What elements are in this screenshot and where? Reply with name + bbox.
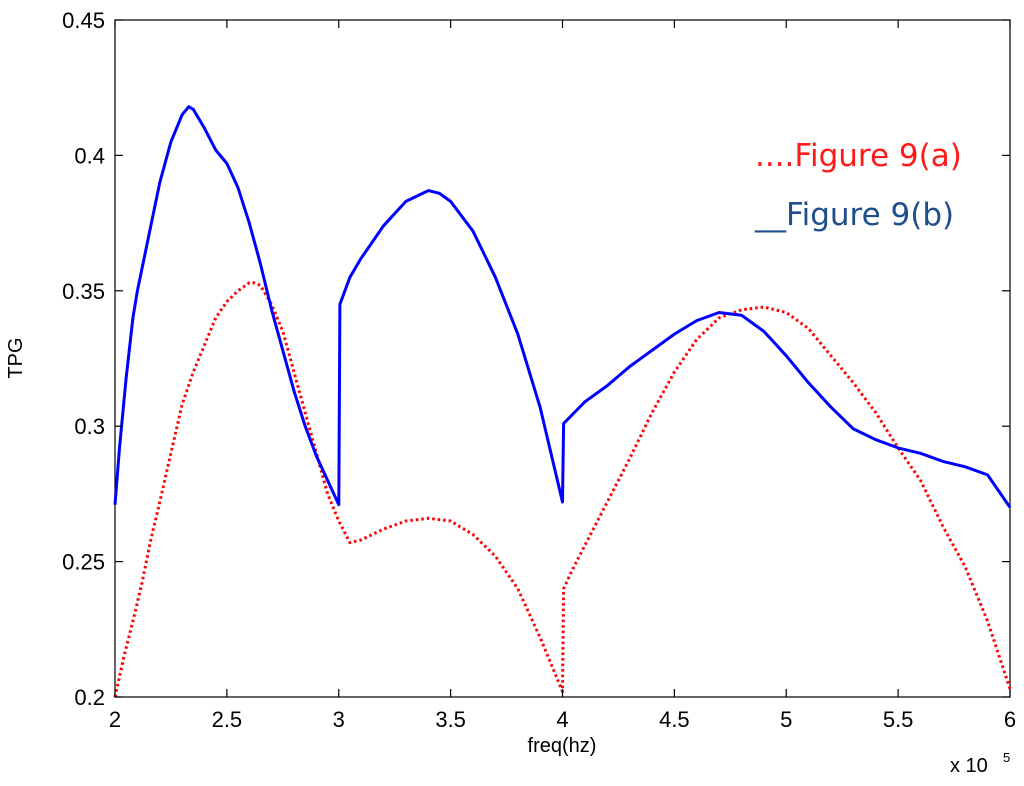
y-axis-label: TPG	[5, 337, 27, 378]
series-line-figure-9-b-	[113, 105, 1012, 509]
legend-entry-figure-9a: ....Figure 9(a)	[755, 138, 962, 174]
series-layer	[113, 105, 1012, 698]
x-tick-label: 3.5	[435, 707, 466, 732]
x-tick-label: 2	[109, 707, 121, 732]
y-axis-ticks: 0.2 0.25 0.3 0.35 0.4 0.45	[62, 8, 1010, 710]
x-tick-label: 4	[556, 707, 568, 732]
y-tick-label: 0.25	[62, 550, 105, 575]
x-tick-label: 2.5	[212, 707, 243, 732]
y-tick-label: 0.3	[74, 414, 105, 439]
x-tick-label: 4.5	[659, 707, 690, 732]
x-tick-label: 6	[1004, 707, 1016, 732]
x-axis-label: freq(hz)	[528, 735, 597, 757]
series-line-figure-9-a-	[113, 281, 1012, 698]
plot-frame	[114, 19, 1011, 698]
legend-entry-figure-9b: __Figure 9(b)	[754, 197, 954, 233]
x-axis-ticks: 2 2.5 3 3.5 4 4.5 5 5.5 6	[109, 20, 1016, 732]
x-multiplier-base: x 10	[950, 755, 988, 777]
y-tick-label: 0.45	[62, 8, 105, 33]
x-tick-label: 3	[333, 707, 345, 732]
y-tick-label: 0.2	[74, 685, 105, 710]
plot-area	[114, 19, 1011, 698]
x-tick-label: 5.5	[883, 707, 914, 732]
x-multiplier-exponent: 5	[1003, 750, 1010, 765]
y-tick-label: 0.4	[74, 143, 105, 168]
legend: ....Figure 9(a) __Figure 9(b)	[754, 138, 962, 233]
y-tick-label: 0.35	[62, 279, 105, 304]
x-tick-label: 5	[780, 707, 792, 732]
x-axis-multiplier: x 10 5	[950, 750, 1010, 777]
